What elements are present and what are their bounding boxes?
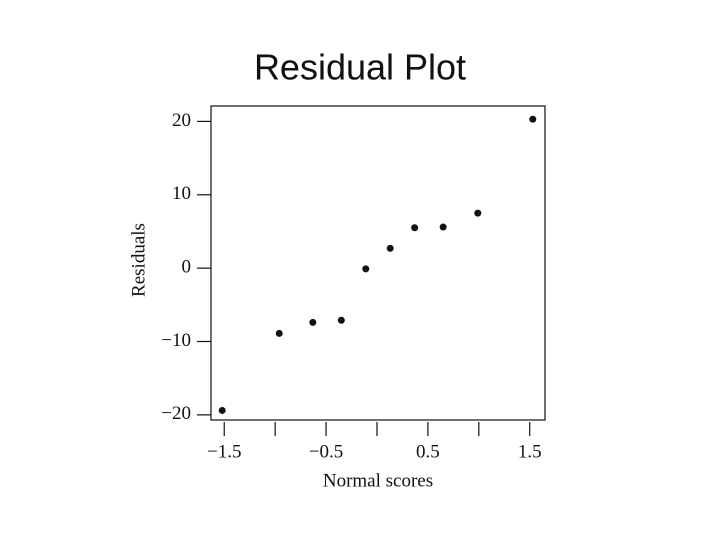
y-tick-label: −20 <box>161 403 191 424</box>
point <box>218 406 226 414</box>
x-tick-label: 0.5 <box>416 441 440 462</box>
point <box>439 223 447 231</box>
point <box>529 115 537 123</box>
point <box>411 224 419 232</box>
point <box>309 318 317 326</box>
y-tick-label: 10 <box>172 183 191 204</box>
x-tick-label: 1.5 <box>518 441 542 462</box>
y-tick-label: 0 <box>182 256 192 277</box>
chart-title: Residual Plot <box>254 47 466 88</box>
x-tick-label: −0.5 <box>309 441 343 462</box>
y-tick-label: 20 <box>172 110 191 131</box>
y-axis-label: Residuals <box>128 223 149 297</box>
x-tick-label: −1.5 <box>207 441 241 462</box>
point <box>386 244 394 252</box>
point <box>275 329 283 337</box>
point <box>362 265 370 273</box>
plot-frame <box>210 105 546 421</box>
x-axis-label: Normal scores <box>323 470 433 491</box>
point <box>337 316 345 324</box>
point <box>474 209 482 217</box>
y-tick-label: −10 <box>161 330 191 351</box>
